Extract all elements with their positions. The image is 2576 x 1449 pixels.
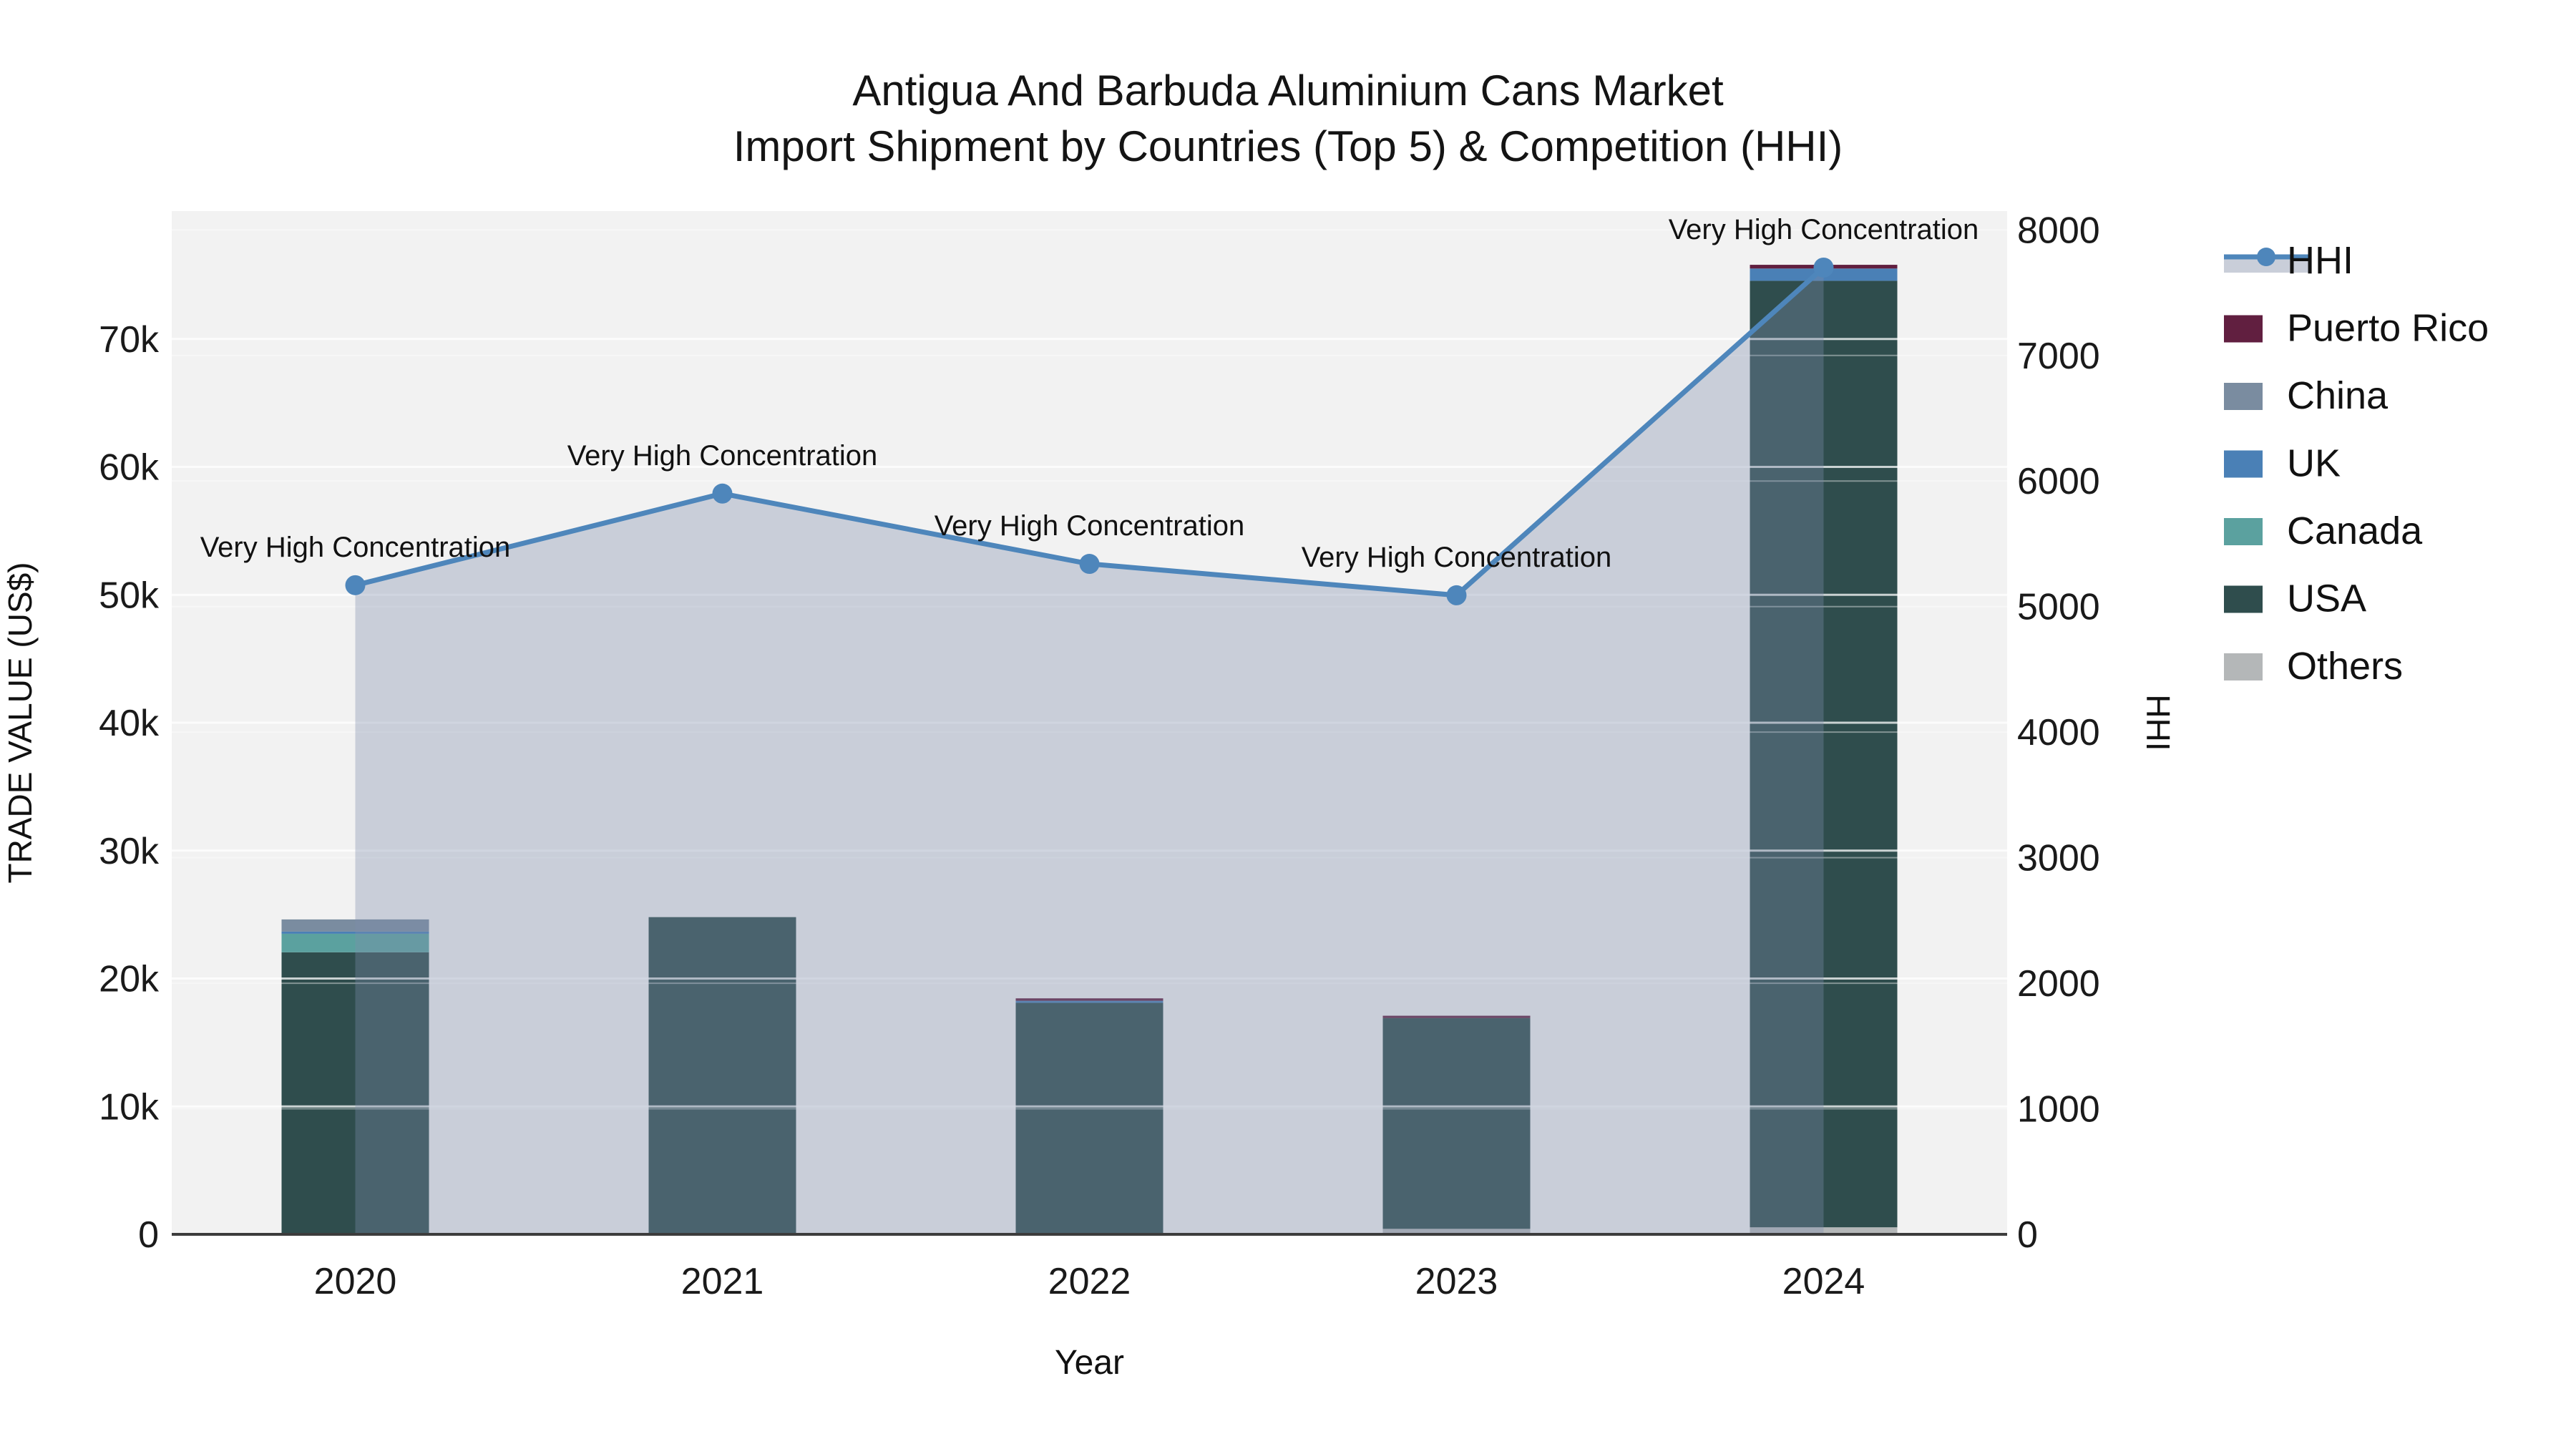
chart-title: Antigua And Barbuda Aluminium Cans Marke… <box>0 63 2576 175</box>
bar-usa-2024 <box>1750 280 1898 1228</box>
chart-title-line2: Import Shipment by Countries (Top 5) & C… <box>733 122 1843 170</box>
x-tick-2023: 2023 <box>1415 1261 1498 1302</box>
hhi-marker-2022 <box>1079 554 1100 575</box>
annotation-2022: Very High Concentration <box>935 510 1245 542</box>
x-axis-title: Year <box>1055 1344 1124 1382</box>
legend-label: UK <box>2287 442 2341 485</box>
annotation-2023: Very High Concentration <box>1302 542 1612 573</box>
x-tick-2021: 2021 <box>681 1261 764 1302</box>
legend-label: China <box>2287 374 2389 417</box>
bar-puerto-rico-2023 <box>1382 1015 1531 1018</box>
hhi-legend-marker <box>2257 248 2275 266</box>
gridlines <box>172 229 2007 1110</box>
legend-label: HHI <box>2287 239 2353 282</box>
y-right-tick-4000: 4000 <box>2017 712 2100 753</box>
bar-others-2023 <box>1382 1229 1531 1234</box>
bar-usa-2023 <box>1382 1018 1531 1229</box>
bar-uk-2022 <box>1015 1000 1163 1003</box>
hhi-marker-2020 <box>345 575 366 595</box>
bar-usa-2022 <box>1015 1002 1163 1234</box>
y-left-tick-0: 0 <box>138 1214 159 1256</box>
legend-label: Puerto Rico <box>2287 307 2489 350</box>
legend-item-puerto-rico[interactable]: Puerto Rico <box>2224 307 2489 350</box>
y-right-tick-1000: 1000 <box>2017 1089 2100 1131</box>
legend-item-china[interactable]: China <box>2224 374 2389 417</box>
legend-label: Others <box>2287 645 2403 688</box>
y-right-tick-7000: 7000 <box>2017 336 2100 377</box>
legend-swatch-canada <box>2224 518 2263 545</box>
y-left-tick-40k: 40k <box>99 703 160 744</box>
y-right-tick-6000: 6000 <box>2017 461 2100 502</box>
hhi-marker-2023 <box>1446 585 1467 605</box>
annotation-2021: Very High Concentration <box>567 440 878 472</box>
legend-item-hhi[interactable]: HHI <box>2224 239 2353 282</box>
y-right-axis-title: HHI <box>2140 694 2177 751</box>
bar-uk-2020 <box>281 931 429 934</box>
legend: HHI Puerto Rico China UK Canada USA Others <box>2224 239 2489 688</box>
y-left-tick-50k: 50k <box>99 575 160 616</box>
y-right-tick-3000: 3000 <box>2017 838 2100 879</box>
y-right-tick-8000: 8000 <box>2017 210 2100 251</box>
legend-item-uk[interactable]: UK <box>2224 442 2341 485</box>
hhi-marker-2024 <box>1813 257 1834 278</box>
legend-swatch-others <box>2224 653 2263 680</box>
y-right-tick-2000: 2000 <box>2017 963 2100 1005</box>
annotation-2024: Very High Concentration <box>1669 214 1979 245</box>
legend-item-others[interactable]: Others <box>2224 645 2403 688</box>
annotation-2020: Very High Concentration <box>200 532 511 563</box>
bar-others-2024 <box>1750 1227 1898 1234</box>
hhi-area-fill <box>355 267 1824 1235</box>
chart-title-line1: Antigua And Barbuda Aluminium Cans Marke… <box>852 67 1724 114</box>
x-tick-2024: 2024 <box>1782 1261 1865 1302</box>
legend-swatch-puerto-rico <box>2224 315 2263 343</box>
legend-swatch-usa <box>2224 585 2263 613</box>
legend-item-canada[interactable]: Canada <box>2224 509 2423 552</box>
y-left-axis-title: TRADE VALUE (US$) <box>1 562 39 883</box>
y-left-tick-20k: 20k <box>99 959 160 1000</box>
y-left-tick-60k: 60k <box>99 447 160 489</box>
bar-usa-2021 <box>648 917 796 1234</box>
y-left-tick-10k: 10k <box>99 1086 160 1128</box>
y-right-tick-5000: 5000 <box>2017 587 2100 628</box>
bar-china-2020 <box>281 919 429 932</box>
x-tick-2020: 2020 <box>314 1261 397 1302</box>
x-tick-2022: 2022 <box>1048 1261 1131 1302</box>
bar-series-group <box>281 265 1898 1234</box>
legend-label: USA <box>2287 577 2366 620</box>
hhi-marker-2021 <box>712 483 733 504</box>
bar-canada-2020 <box>281 933 429 952</box>
bar-usa-2020 <box>281 952 429 1234</box>
legend-label: Canada <box>2287 509 2423 552</box>
bar-puerto-rico-2022 <box>1015 998 1163 1001</box>
legend-item-usa[interactable]: USA <box>2224 577 2366 620</box>
legend-swatch-uk <box>2224 450 2263 478</box>
y-left-tick-70k: 70k <box>99 319 160 361</box>
y-left-tick-30k: 30k <box>99 831 160 872</box>
legend-swatch-china <box>2224 383 2263 410</box>
y-right-tick-0: 0 <box>2017 1214 2038 1256</box>
